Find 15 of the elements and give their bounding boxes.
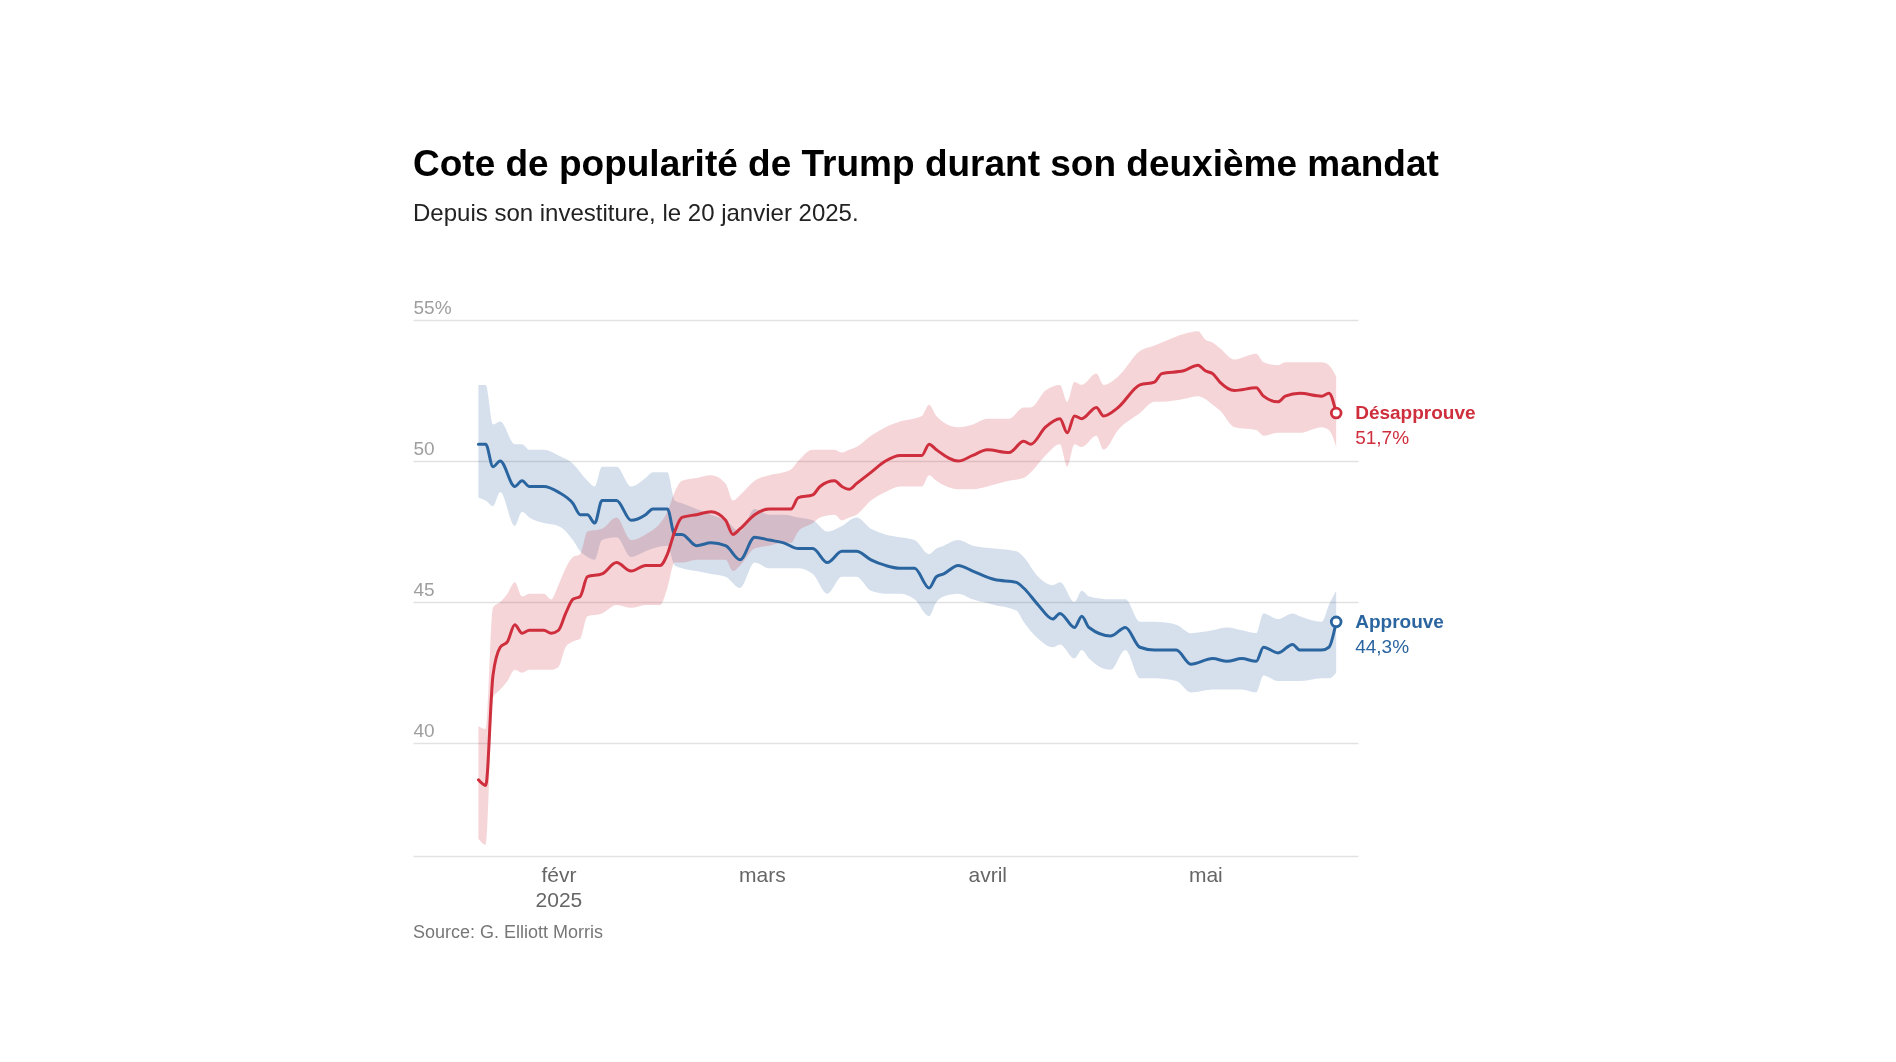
y-tick-label: 50	[413, 437, 435, 459]
y-tick-label: 45	[413, 578, 435, 600]
data-label: 44,3%	[1355, 635, 1410, 657]
series-label: Désapprouve	[1355, 402, 1476, 424]
series-label: Approuve	[1355, 610, 1444, 632]
source-note: Source: G. Elliott Morris	[413, 922, 604, 942]
x-tick-label: avril	[968, 862, 1008, 886]
chart-title: Cote de popularité de Trump durant son deuxième mandat	[413, 143, 1439, 184]
y-tick-label: 55%	[413, 296, 452, 318]
x-tick-label: févr 2025	[535, 862, 583, 911]
chart-subtitle: Depuis son investiture, le 20 janvier 2025.	[413, 199, 859, 226]
x-tick-label: mai	[1188, 862, 1223, 886]
x-tick-label: mars	[739, 862, 786, 886]
y-tick-label: 40	[413, 719, 435, 741]
data-label: 51,7%	[1355, 427, 1410, 449]
